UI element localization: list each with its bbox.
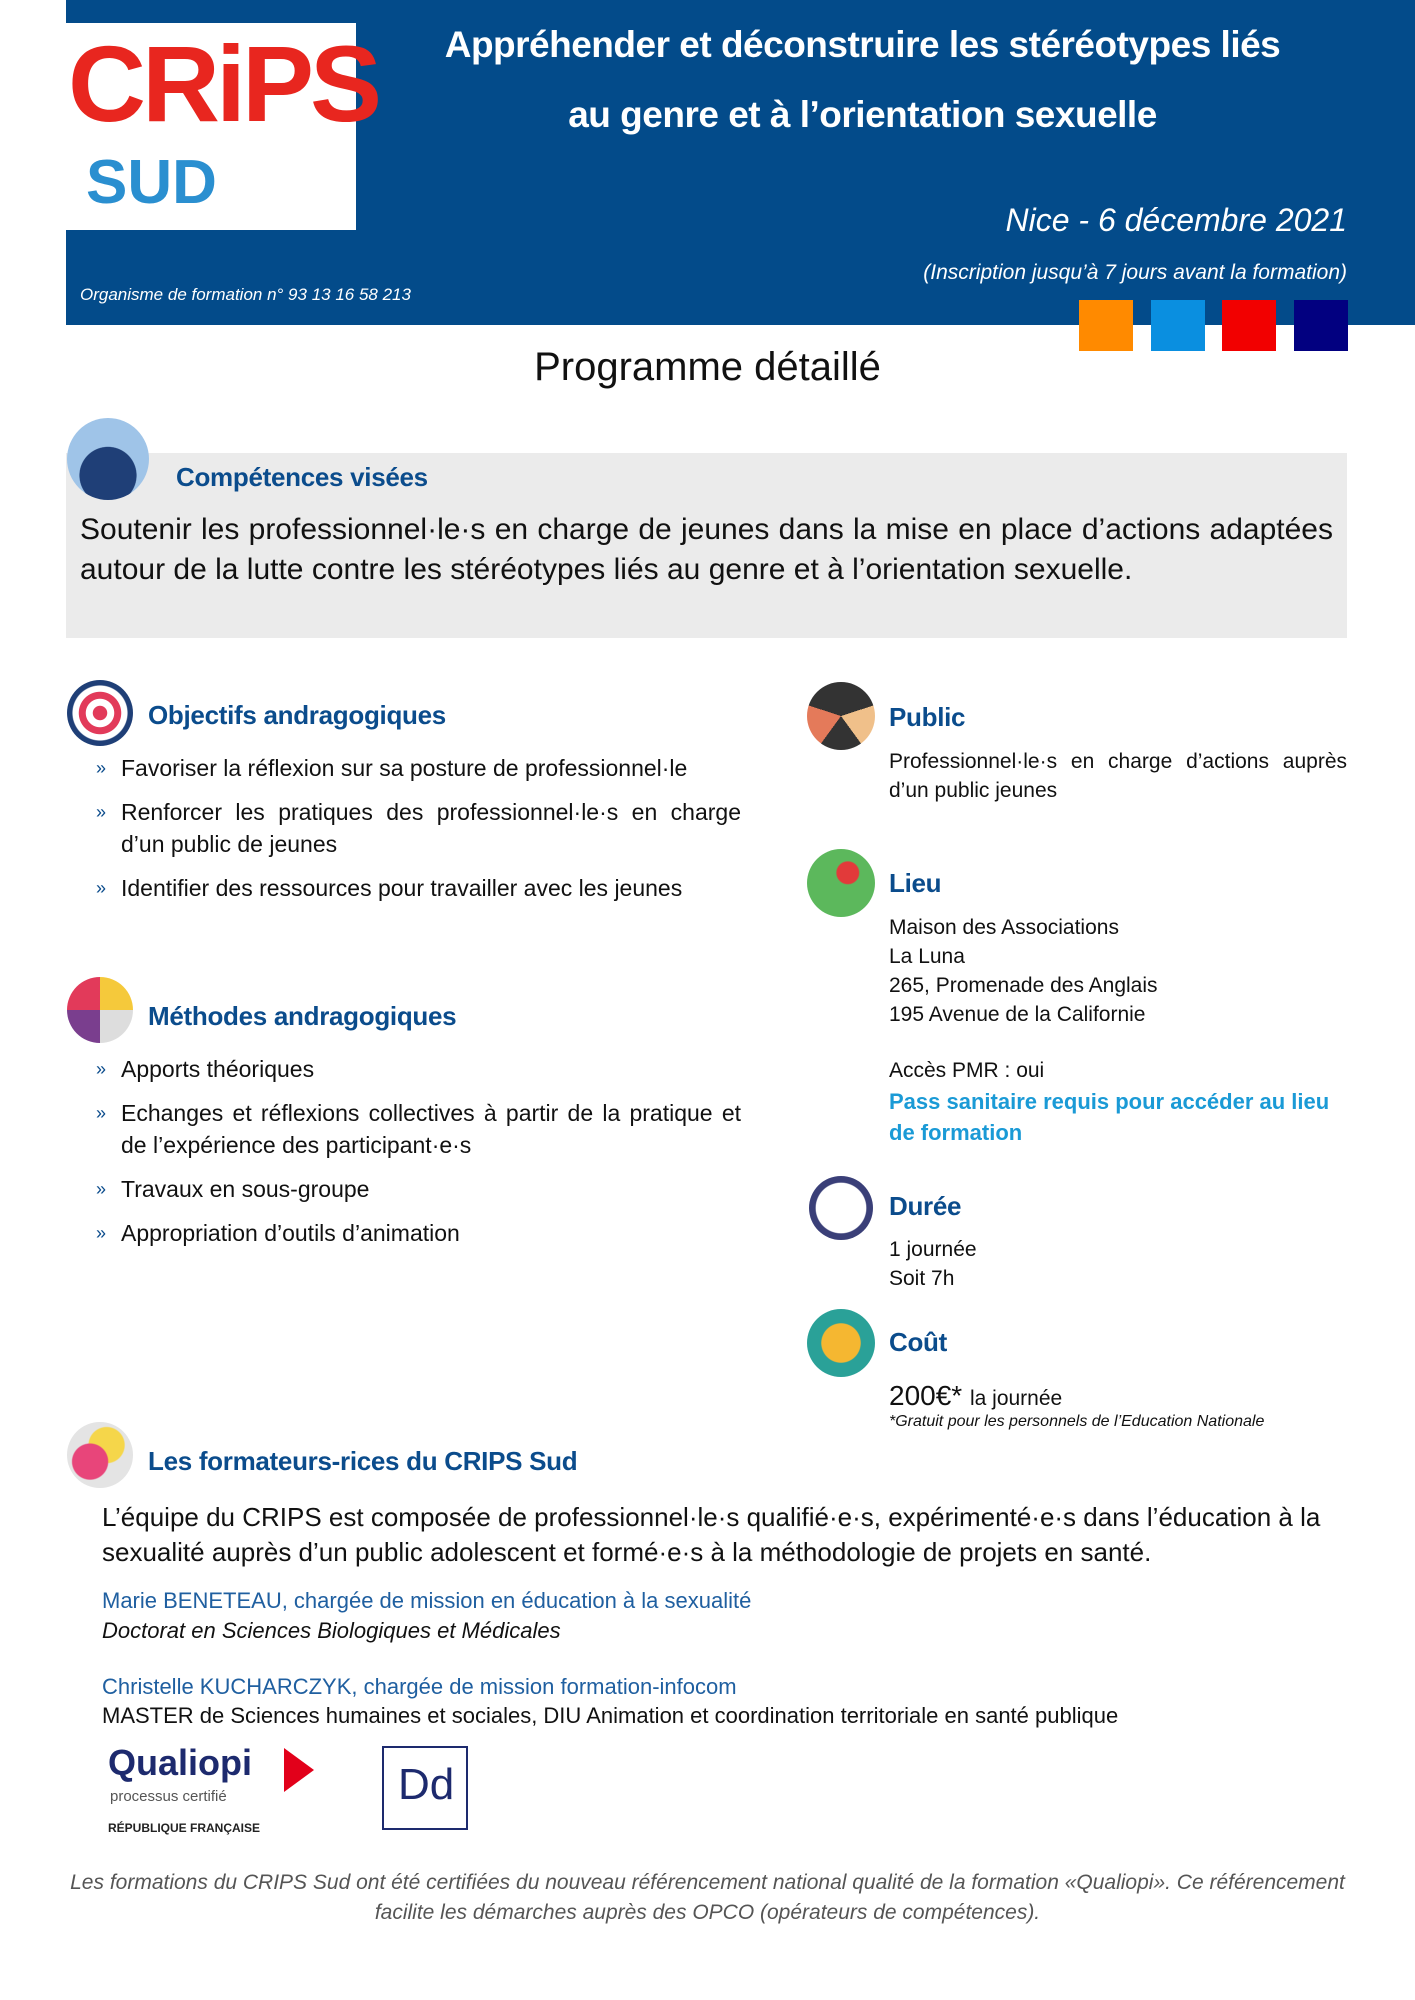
list-item: Favoriser la réflexion sur sa posture de…	[96, 752, 741, 784]
arrow-icon	[284, 1748, 314, 1792]
address-line: 195 Avenue de la Californie	[889, 1003, 1146, 1026]
title-line-2: au genre et à l’orientation sexuelle	[568, 94, 1157, 135]
list-item: Renforcer les pratiques des professionne…	[96, 796, 741, 860]
lieu-heading: Lieu	[889, 868, 942, 898]
pass-sanitaire: Pass sanitaire requis pour accéder au li…	[889, 1089, 1330, 1145]
trainer-name: Marie BENETEAU, chargée de mission en éd…	[102, 1588, 752, 1613]
euro-coin-icon	[807, 1309, 875, 1377]
mountain-icon	[67, 418, 149, 500]
map-pin-icon	[807, 849, 875, 917]
address-line: La Luna	[889, 945, 965, 968]
qualiopi-text: Qualiopi	[108, 1742, 252, 1783]
list-item: Apports théoriques	[96, 1053, 741, 1085]
target-icon	[67, 680, 133, 746]
trainer-degree: Doctorat en Sciences Biologiques et Médi…	[102, 1618, 561, 1643]
cout-price: 200€* la journée	[889, 1380, 1062, 1412]
lieu-address: Maison des Associations La Luna 265, Pro…	[889, 913, 1347, 1029]
pmr-access: Accès PMR : oui	[889, 1059, 1045, 1082]
org-number: Organisme de formation n° 93 13 16 58 21…	[80, 285, 411, 304]
trainer-degree: MASTER de Sciences humaines et sociales,…	[102, 1703, 1119, 1728]
trainer-name: Christelle KUCHARCZYK, chargée de missio…	[102, 1674, 737, 1699]
price: 200€*	[889, 1380, 963, 1411]
methodes-list: Apports théoriques Echanges et réflexion…	[96, 1053, 741, 1261]
event-date: Nice - 6 décembre 2021	[1005, 202, 1347, 238]
duree-line: 1 journée	[889, 1238, 977, 1261]
competences-heading: Compétences visées	[176, 462, 428, 492]
methodes-heading: Méthodes andragogiques	[148, 1001, 457, 1031]
color-square-navy	[1294, 300, 1348, 351]
objectifs-heading: Objectifs andragogiques	[148, 700, 446, 730]
logo-sub: SUD	[86, 148, 217, 217]
page-title: Programme détaillé	[534, 345, 881, 389]
duree-text: 1 journée Soit 7h	[889, 1235, 1347, 1293]
list-item: Echanges et réflexions collectives à par…	[96, 1097, 741, 1161]
footer-note: Les formations du CRIPS Sud ont été cert…	[70, 1871, 1345, 1924]
registration-note: (Inscription jusqu’à 7 jours avant la fo…	[923, 261, 1347, 284]
speech-bubbles-icon	[67, 1422, 133, 1488]
public-heading: Public	[889, 702, 966, 732]
address-line: Maison des Associations	[889, 916, 1119, 939]
logo-text: CRiPS	[68, 23, 382, 144]
title-line-1: Appréhender et déconstruire les stéréoty…	[444, 24, 1281, 65]
people-gears-icon	[807, 682, 875, 750]
address-line: 265, Promenade des Anglais	[889, 974, 1158, 997]
public-text: Professionnel·le·s en charge d’actions a…	[889, 750, 1347, 802]
list-item: Identifier des ressources pour travaille…	[96, 872, 741, 904]
formateurs-heading: Les formateurs-rices du CRIPS Sud	[148, 1446, 578, 1476]
list-item: Appropriation d’outils d’animation	[96, 1217, 741, 1249]
cout-note: *Gratuit pour les personnels de l’Educat…	[889, 1413, 1265, 1430]
duree-line: Soit 7h	[889, 1267, 955, 1290]
formateurs-intro: L’équipe du CRIPS est composée de profes…	[102, 1502, 1321, 1567]
competences-box	[66, 453, 1347, 638]
price-unit: la journée	[969, 1387, 1063, 1410]
color-square-red	[1222, 300, 1276, 351]
qualiopi-sub: processus certifié	[110, 1788, 227, 1805]
republique-text: RÉPUBLIQUE FRANÇAISE	[108, 1821, 261, 1835]
competences-text: Soutenir les professionnel·le·s en charg…	[80, 513, 1333, 586]
objectifs-list: Favoriser la réflexion sur sa posture de…	[96, 752, 741, 916]
datadock-logo: Dd	[382, 1746, 468, 1830]
color-square-orange	[1079, 300, 1133, 351]
crips-logo: CRiPS SUD	[66, 23, 382, 230]
puzzle-icon	[67, 977, 133, 1043]
clock-icon	[809, 1176, 873, 1240]
qualiopi-logo: Qualiopi processus certifié RÉPUBLIQUE F…	[102, 1742, 327, 1844]
cout-heading: Coût	[889, 1327, 947, 1357]
color-square-blue	[1151, 300, 1205, 351]
list-item: Travaux en sous-groupe	[96, 1173, 741, 1205]
duree-heading: Durée	[889, 1191, 962, 1221]
datadock-text: Dd	[398, 1760, 455, 1809]
